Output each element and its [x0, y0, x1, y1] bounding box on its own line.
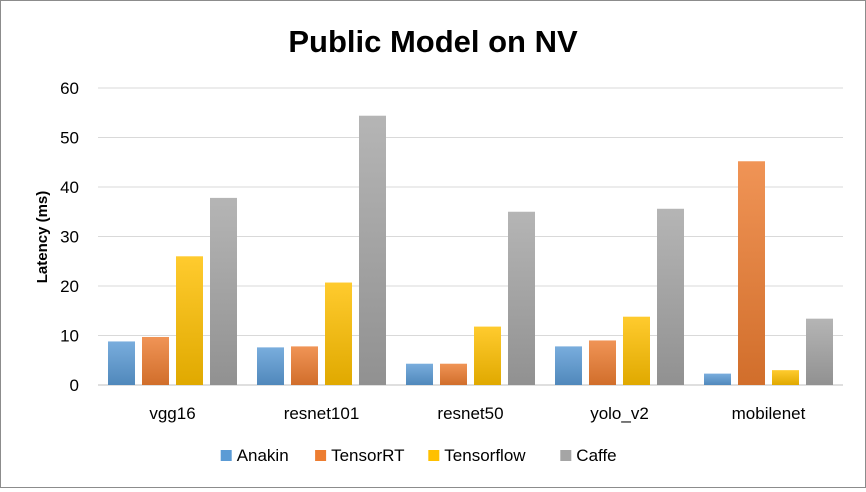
gridlines [98, 87, 843, 386]
bar-anakin-yolo_v2 [555, 346, 582, 385]
bar-tensorrt-resnet50 [440, 363, 467, 385]
bar-caffe-resnet50 [508, 211, 535, 385]
bar-caffe-mobilenet [806, 318, 833, 385]
bar-tensorrt-yolo_v2 [589, 340, 616, 385]
bar-tensorrt-vgg16 [142, 336, 169, 385]
bar-tensorflow-mobilenet [772, 370, 799, 385]
legend-label: Anakin [237, 446, 289, 465]
y-tick-label: 0 [70, 376, 79, 395]
y-tick-label: 20 [60, 277, 79, 296]
bar-anakin-resnet101 [257, 347, 284, 385]
bar-caffe-yolo_v2 [657, 208, 684, 385]
bar-tensorflow-resnet50 [474, 326, 501, 385]
y-tick-label: 10 [60, 327, 79, 346]
bar-tensorflow-resnet101 [325, 282, 352, 385]
legend-label: Caffe [576, 446, 616, 465]
bar-anakin-vgg16 [108, 341, 135, 385]
legend-swatch [220, 450, 232, 461]
bars [108, 115, 833, 385]
x-tick-label: mobilenet [732, 404, 806, 423]
legend: Anakin TensorRT Tensorflow Caffe [220, 446, 617, 465]
legend-label: Tensorflow [444, 446, 526, 465]
y-axis-label: Latency (ms) [34, 191, 51, 284]
bar-caffe-vgg16 [210, 197, 237, 385]
x-tick-labels: vgg16 resnet101 resnet50 yolo_v2 mobilenet [149, 404, 805, 423]
bar-tensorrt-mobilenet [738, 161, 765, 385]
bar-tensorflow-yolo_v2 [623, 316, 650, 385]
legend-swatch [428, 450, 440, 461]
bar-caffe-resnet101 [359, 115, 386, 385]
y-tick-label: 60 [60, 79, 79, 98]
y-tick-labels: 0 10 20 30 40 50 60 [60, 79, 79, 395]
x-tick-label: vgg16 [149, 404, 195, 423]
legend-item-anakin: Anakin [220, 446, 289, 465]
x-tick-label: yolo_v2 [590, 404, 649, 423]
legend-label: TensorRT [331, 446, 404, 465]
x-tick-label: resnet101 [284, 404, 360, 423]
legend-swatch [315, 450, 327, 461]
chart-title: Public Model on NV [288, 24, 578, 59]
legend-item-caffe: Caffe [560, 446, 617, 465]
legend-swatch [560, 450, 572, 461]
legend-item-tensorrt: TensorRT [315, 446, 404, 465]
x-tick-label: resnet50 [437, 404, 503, 423]
bar-anakin-mobilenet [704, 373, 731, 385]
bar-tensorrt-resnet101 [291, 346, 318, 385]
legend-item-tensorflow: Tensorflow [428, 446, 526, 465]
y-tick-label: 50 [60, 129, 79, 148]
bar-tensorflow-vgg16 [176, 256, 203, 385]
y-tick-label: 40 [60, 178, 79, 197]
bar-anakin-resnet50 [406, 363, 433, 385]
y-tick-label: 30 [60, 228, 79, 247]
